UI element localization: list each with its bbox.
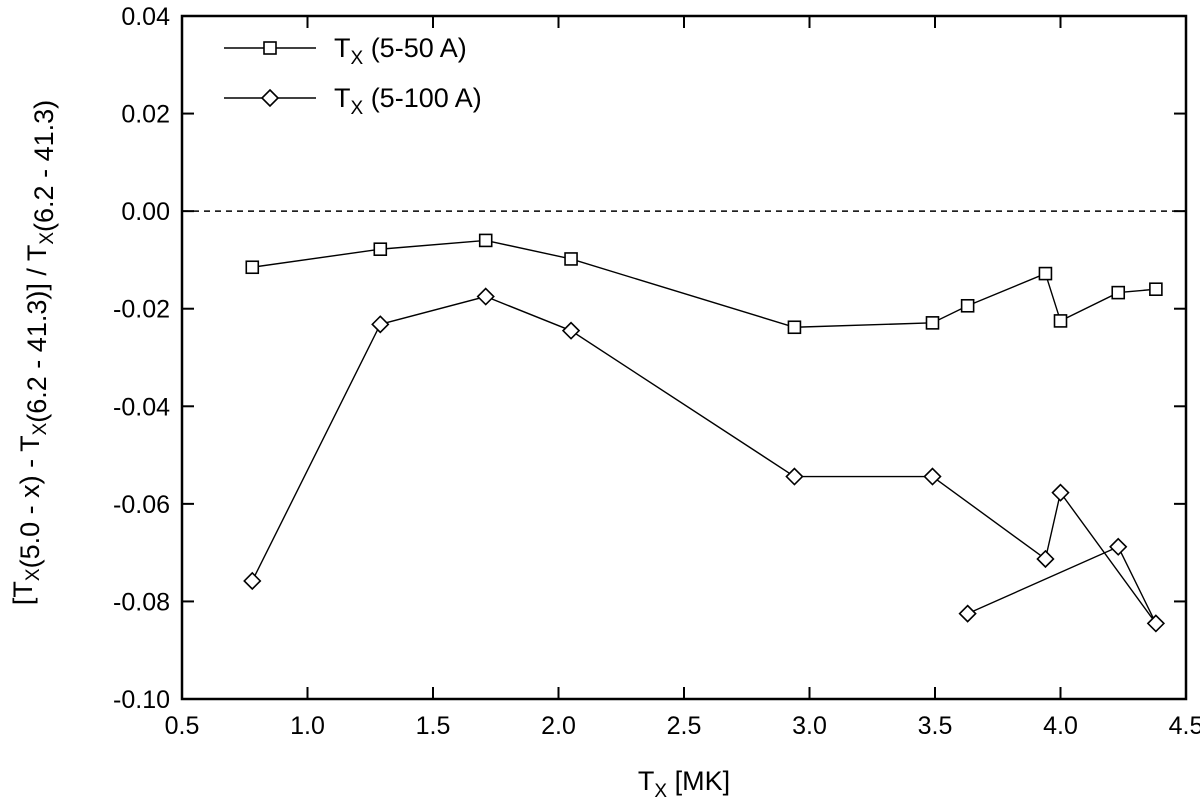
data-point — [1051, 483, 1070, 502]
data-point — [923, 467, 942, 486]
data-point — [958, 604, 977, 623]
data-point — [373, 242, 388, 256]
y-tick-label: 0.00 — [121, 198, 170, 226]
y-tick-label: -0.02 — [113, 296, 170, 324]
x-tick-label: 4.0 — [1043, 712, 1078, 740]
legend-marker — [263, 41, 277, 55]
plot-layer — [182, 210, 1186, 633]
series-line — [251, 295, 1157, 624]
data-point — [1111, 285, 1126, 300]
data-point — [1149, 282, 1163, 297]
x-axis-label: TX [MK] — [638, 766, 730, 802]
x-tick-label: 2.0 — [541, 712, 576, 740]
data-point — [1036, 549, 1055, 569]
series-line — [252, 239, 1156, 328]
data-point — [787, 320, 802, 335]
legend-entry: TX (5-100 A) — [224, 83, 482, 119]
data-point — [371, 315, 390, 334]
x-tick-label: 1.5 — [416, 712, 451, 740]
series-square — [245, 233, 1163, 335]
data-point — [785, 467, 804, 486]
data-point — [243, 571, 262, 591]
x-tick-label: 4.5 — [1169, 712, 1200, 740]
legend-marker — [260, 88, 280, 108]
data-point — [925, 316, 940, 330]
data-point — [478, 233, 493, 248]
legend-label: TX (5-100 A) — [334, 83, 482, 119]
legend: TX (5-50 A) TX (5-100 A) — [224, 33, 482, 119]
x-tick-label: 2.5 — [667, 712, 702, 740]
data-point — [960, 298, 975, 313]
legend-label: TX (5-50 A) — [334, 33, 467, 69]
series-diamond — [243, 287, 1166, 633]
x-tick-label: 3.0 — [792, 712, 827, 740]
x-tick-label: 3.5 — [918, 712, 953, 740]
data-point — [1146, 614, 1166, 633]
y-tick-label: -0.08 — [113, 588, 170, 616]
data-point — [1109, 537, 1128, 556]
data-point — [1053, 314, 1068, 328]
x-tick-label: 1.0 — [290, 712, 325, 740]
data-point — [564, 252, 578, 266]
axis-ticks: 0.5 1.0 1.5 2.0 2.5 3.0 3.5 4.0 4.5 0.04 0.02 0.00 -… — [113, 3, 1200, 740]
data-point — [1038, 266, 1053, 281]
x-tick-label: 0.5 — [165, 712, 200, 740]
y-tick-label: 0.02 — [121, 101, 170, 129]
y-tick-label: -0.10 — [113, 686, 170, 714]
y-axis-label: [TX(5.0 - x) - TX(6.2 - 41.3)] / TX(6.2 … — [8, 100, 59, 605]
data-point — [245, 260, 260, 275]
legend-entry: TX (5-50 A) — [224, 33, 467, 69]
data-point — [476, 287, 495, 306]
plot-frame — [180, 14, 1188, 701]
y-tick-label: -0.06 — [113, 491, 170, 519]
data-point — [561, 321, 581, 340]
y-tick-label: 0.04 — [121, 3, 170, 31]
y-tick-label: -0.04 — [113, 393, 170, 421]
